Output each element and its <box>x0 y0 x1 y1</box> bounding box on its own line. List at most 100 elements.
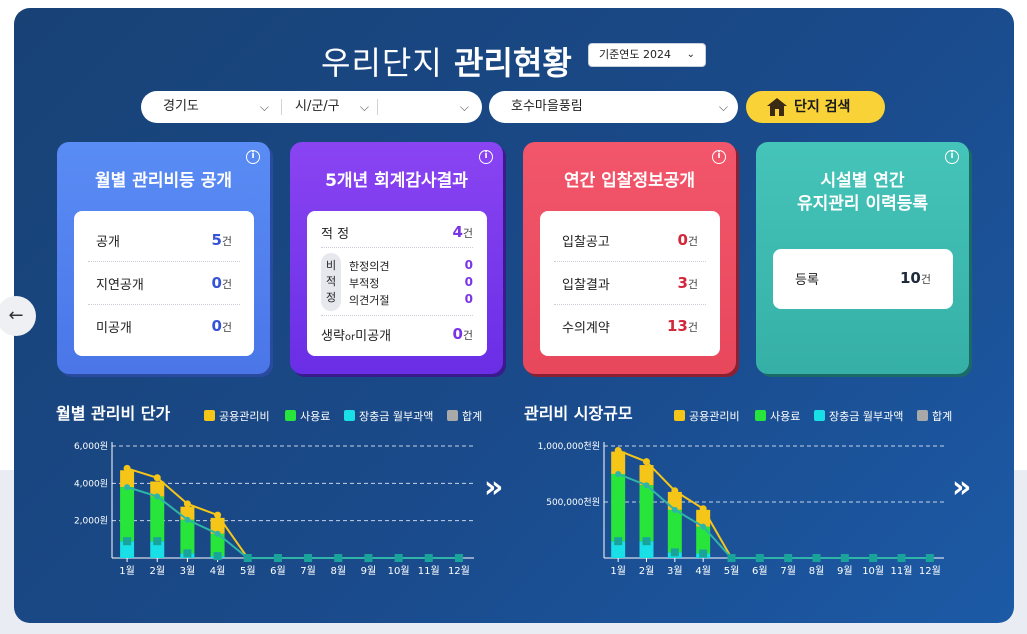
x-tick-label: 5월 <box>240 565 256 577</box>
complex-search-button[interactable]: 단지 검색 <box>746 91 885 123</box>
y-tick-label: 4,000원 <box>74 478 108 489</box>
x-tick-label: 3월 <box>180 565 196 577</box>
x-tick-label: 4월 <box>210 565 226 577</box>
card-title: 시설별 연간 유지관리 이력등록 <box>756 170 969 216</box>
sub-row-adverse: 부적정 0 <box>349 275 473 291</box>
legend-swatch <box>917 410 928 421</box>
complex-select[interactable]: 호수마을풍림 ⌵ <box>489 91 738 123</box>
usage-point <box>643 482 650 489</box>
x-tick-label: 12월 <box>919 565 941 577</box>
bar-usage <box>120 487 135 542</box>
x-tick-label: 4월 <box>695 565 711 577</box>
total-point <box>123 464 131 472</box>
legend-swatch <box>755 410 766 421</box>
total-point <box>153 474 161 482</box>
reserve-marker <box>364 554 373 562</box>
bar-common <box>120 470 135 488</box>
legend-item-usage: 사용료 <box>285 408 330 424</box>
card-body: 공개 5건 지연공개 0건 미공개 0건 <box>74 211 254 356</box>
y-tick-label: 6,000원 <box>74 441 108 452</box>
card-title: 월별 관리비등 공개 <box>95 171 232 191</box>
row-value: 0건 <box>452 325 473 343</box>
reserve-marker <box>925 554 934 562</box>
bar-common <box>639 465 654 486</box>
sub-label: 의견거절 <box>349 294 390 307</box>
bar-reserve <box>150 541 165 558</box>
bar-usage <box>180 519 195 554</box>
monthly-disclosure-card[interactable]: i 월별 관리비등 공개 공개 5건 지연공개 0건 미공개 0건 <box>57 142 270 374</box>
bar-usage <box>639 485 654 542</box>
divider <box>321 315 473 316</box>
reserve-marker <box>812 554 821 562</box>
reserve-marker <box>454 554 463 562</box>
divider <box>321 247 473 248</box>
x-tick-label: 7월 <box>300 565 316 577</box>
legend-swatch <box>285 410 296 421</box>
x-tick-label: 10월 <box>388 565 410 577</box>
city-select-label: 시/군/구 <box>295 99 340 114</box>
card-body: 입찰공고 0건 입찰결과 3건 수의계약 13건 <box>540 211 720 356</box>
sub-label: 한정의견 <box>349 260 390 273</box>
reserve-marker <box>123 537 132 546</box>
province-select[interactable]: 경기도 ⌵ <box>163 91 275 123</box>
usage-line <box>617 473 930 559</box>
x-tick-label: 6월 <box>270 565 286 577</box>
city-select[interactable]: 시/군/구 ⌵ <box>295 91 375 123</box>
row-label: 지연공개 <box>96 278 144 293</box>
x-tick-label: 11월 <box>418 565 440 577</box>
total-line <box>126 467 459 559</box>
facility-history-card[interactable]: i 시설별 연간 유지관리 이력등록 등록 10건 <box>756 142 969 374</box>
row-value: 10건 <box>900 269 931 287</box>
bid-info-card[interactable]: i 연간 입찰정보공개 입찰공고 0건 입찰결과 3건 수의계약 13건 <box>523 142 736 374</box>
reserve-marker <box>273 554 282 562</box>
total-point <box>183 500 191 508</box>
year-select-label: 기준연도 2024 <box>599 48 671 61</box>
chart-next-arrow-right[interactable]: » <box>952 470 972 505</box>
district-select[interactable]: ⌵ <box>385 91 475 123</box>
bar-reserve <box>120 541 135 558</box>
unit-cost-chart: 2,000원 4,000원 6,000원 1월 2월 3월 4월 5월 6월 7월 8월 9월 10월 1… <box>74 441 474 577</box>
divider <box>281 99 282 115</box>
legend-item-total: 합계 <box>917 408 952 424</box>
reserve-marker <box>784 554 793 562</box>
chevron-down-icon: ⌵ <box>259 100 269 114</box>
usage-point <box>214 530 221 537</box>
year-select[interactable]: 기준연도 2024 ⌄ <box>588 43 706 67</box>
prev-arrow-icon[interactable]: ← <box>0 296 36 336</box>
sub-value: 0 <box>464 275 473 289</box>
divider <box>88 261 240 262</box>
reserve-marker <box>727 554 736 562</box>
row-value: 5건 <box>211 231 232 249</box>
legend-item-total: 합계 <box>447 408 482 424</box>
sub-row-qualified: 한정의견 0 <box>349 258 473 274</box>
sub-value: 0 <box>464 258 473 272</box>
info-icon[interactable]: i <box>945 150 959 164</box>
x-tick-label: 10월 <box>862 565 884 577</box>
bar-usage <box>611 474 626 542</box>
chevron-down-icon: ⌵ <box>459 100 469 114</box>
x-tick-label: 5월 <box>724 565 740 577</box>
x-tick-label: 8월 <box>809 565 825 577</box>
divider <box>554 304 706 305</box>
card-title-line1: 시설별 연간 <box>820 171 905 191</box>
bar-reserve <box>639 541 654 558</box>
bar-usage <box>210 533 225 557</box>
reserve-marker <box>840 554 849 562</box>
chart-next-arrow-left[interactable]: » <box>484 470 504 505</box>
info-icon[interactable]: i <box>712 150 726 164</box>
info-icon[interactable]: i <box>246 150 260 164</box>
dashboard-panel: 우리단지 관리현황 기준연도 2024 ⌄ 경기도 ⌵ 시/군/구 ⌵ ⌵ 호수… <box>14 8 1014 623</box>
reserve-marker <box>394 554 403 562</box>
usage-line <box>126 486 459 559</box>
title-light: 우리단지 <box>321 44 443 82</box>
row-value: 3건 <box>677 274 698 292</box>
reserve-marker <box>869 554 878 562</box>
info-icon[interactable]: i <box>479 150 493 164</box>
total-point <box>614 446 622 454</box>
legend-swatch <box>674 410 685 421</box>
bar-common <box>210 517 225 534</box>
